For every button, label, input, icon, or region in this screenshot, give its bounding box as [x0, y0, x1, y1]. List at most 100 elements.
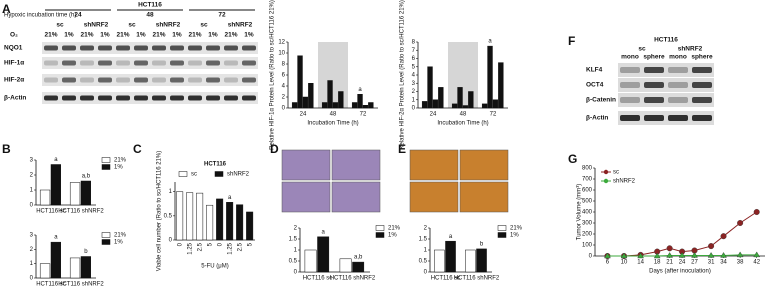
group: shNRF2	[156, 22, 181, 29]
y-tick-label: 1	[424, 248, 428, 254]
bar	[196, 192, 204, 241]
y-tick-label: 0	[30, 203, 34, 209]
bar	[317, 236, 330, 273]
bar	[451, 103, 458, 109]
group: sc	[128, 22, 136, 29]
significance-label: a	[228, 195, 232, 201]
blot-band	[44, 60, 58, 66]
y-axis-label: Relative HIF-1α Protein Level (Ratio to …	[270, 0, 276, 150]
bar	[216, 198, 224, 241]
marker	[653, 252, 661, 259]
blot-strip	[618, 63, 714, 77]
legend-label: 1%	[510, 233, 519, 239]
o2-label: O₂	[10, 32, 18, 39]
bar	[468, 91, 474, 109]
y-tick-label: 0	[169, 238, 173, 244]
y-tick-label: 3	[30, 233, 34, 239]
x-tick-label: 2.5	[198, 242, 204, 251]
bar	[297, 55, 303, 109]
marker	[720, 233, 727, 240]
blot-band	[170, 60, 184, 66]
bar	[338, 91, 344, 109]
o2: 21%	[80, 32, 93, 39]
legend-swatch	[101, 164, 111, 170]
x-tick-label: 6	[606, 260, 610, 266]
blot-strip	[42, 42, 258, 54]
time: 24	[74, 12, 82, 19]
bar	[362, 105, 369, 109]
y-tick-label: 10	[278, 51, 285, 57]
blot-band	[134, 77, 148, 83]
blot-band	[152, 60, 166, 66]
blot-band	[152, 95, 166, 101]
x-tick-label: 48	[330, 112, 337, 118]
blot-band	[152, 77, 166, 83]
blot-band	[644, 67, 664, 73]
marker	[678, 252, 686, 258]
marker	[604, 252, 611, 259]
y-tick-label: 8	[282, 62, 286, 68]
x-tick-label: 48	[460, 112, 467, 118]
x-tick-label: 31	[708, 260, 715, 266]
bar	[457, 87, 463, 109]
blot-band	[692, 115, 712, 121]
legend-marker	[603, 169, 609, 175]
significance-label: a,b	[82, 174, 91, 180]
x-tick-label: 24	[430, 112, 437, 118]
y-tick-label: 1	[30, 188, 34, 194]
x-axis-label: Incubation Time (h)	[307, 121, 358, 127]
legend-label: 21%	[388, 226, 401, 232]
bar	[432, 99, 439, 109]
blot-band	[80, 60, 94, 66]
bar	[176, 191, 184, 241]
y-axis-label: Relative HIF-2α Protein Level (Ratio to …	[400, 0, 406, 150]
significance-label: a	[488, 39, 492, 45]
o2: 21%	[188, 32, 201, 39]
condition: mono	[669, 54, 687, 61]
y-tick-label: 0	[424, 270, 428, 276]
y-tick-label: 1.5	[289, 237, 298, 243]
y-tick-label: 2	[282, 95, 286, 101]
legend-swatch	[101, 157, 111, 163]
condition: mono	[621, 54, 639, 61]
x-tick-label: HCT116 shNRF2	[58, 282, 104, 288]
y-tick-label: 6	[412, 56, 416, 62]
x-tick-label: 2.5	[238, 242, 244, 251]
significance-label: a	[54, 157, 58, 163]
bar	[492, 99, 499, 109]
y-tick-label: 800	[582, 166, 593, 172]
blot-band	[170, 45, 184, 51]
legend-swatch	[497, 225, 507, 231]
y-tick-label: 400	[582, 210, 593, 216]
blot-band	[206, 95, 220, 101]
bar	[351, 102, 358, 109]
blot-band	[620, 82, 640, 88]
marker	[708, 243, 715, 250]
y-tick-label: 4	[412, 73, 416, 79]
bar	[80, 256, 91, 279]
o2: 1%	[244, 32, 254, 39]
blot-row: β-Actin	[586, 115, 608, 122]
y-tick-label: 1	[169, 189, 173, 195]
blot-band	[620, 67, 640, 73]
legend-label: 1%	[114, 240, 123, 246]
bar	[427, 66, 433, 109]
y-tick-label: 200	[582, 232, 593, 238]
legend-label: sc	[613, 170, 619, 176]
blot-band	[98, 95, 112, 101]
marker	[637, 252, 644, 259]
x-tick-label: HCT116 shNRF2	[58, 209, 104, 215]
significance-label: a	[449, 234, 453, 240]
bar	[50, 164, 61, 206]
significance-label: a	[321, 229, 325, 235]
x-tick-label: 27	[691, 260, 698, 266]
x-tick-label: 21	[666, 260, 673, 266]
y-tick-label: 700	[582, 177, 593, 183]
x-tick-label: 38	[737, 260, 744, 266]
y-tick-label: 0.5	[419, 259, 428, 265]
bar	[481, 103, 488, 109]
x-tick-label: HCT116 shNRF2	[454, 276, 500, 282]
group: shNRF2	[84, 22, 109, 29]
x-axis-label: 5-FU (μM)	[201, 264, 228, 270]
blot-row: β-Actin	[4, 95, 26, 102]
